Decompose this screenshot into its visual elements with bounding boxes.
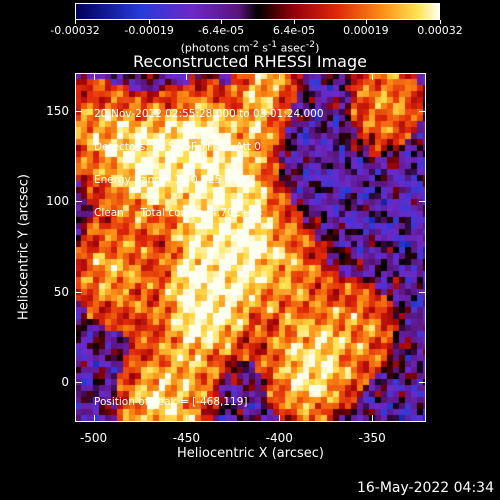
peak-position-label: Position of Peak = [-468,119] (94, 396, 248, 408)
colorbar-tick-0 (75, 20, 76, 24)
y-axis-label: Heliocentric Y (arcsec) (16, 174, 32, 320)
x-tick-label-0: -500 (79, 431, 108, 445)
x-tick-bottom-1 (186, 415, 188, 421)
annotation-detectors: Detectors: 3F 5F 6F 7F 8F, Att 0 (94, 141, 261, 153)
plot-area: 20-Nov-2012 02:55:28.000 to 03:01:24.000… (75, 73, 426, 422)
colorbar-tick-label-1: -0.00019 (124, 24, 174, 37)
x-tick-top-0 (93, 74, 95, 80)
x-tick-bottom-0 (93, 415, 95, 421)
heatmap-image (75, 73, 426, 422)
y-tick-left-0 (76, 382, 82, 384)
y-tick-left-1 (76, 291, 82, 293)
y-tick-left-2 (76, 201, 82, 203)
y-tick-label-3: 150 (46, 103, 69, 118)
y-tick-right-0 (419, 382, 425, 384)
x-tick-label-2: -400 (265, 431, 293, 445)
colorbar-tick-5 (440, 20, 441, 24)
x-tick-top-1 (186, 74, 188, 80)
y-tick-right-3 (419, 110, 425, 112)
annotation-counts: Clean Total counts: 4.70E+03 (94, 207, 263, 219)
y-tick-label-1: 50 (53, 284, 69, 299)
y-tick-right-2 (419, 201, 425, 203)
y-tick-left-3 (76, 110, 82, 112)
chart-title: Reconstructed RHESSI Image (133, 52, 367, 71)
colorbar-units: (photons cm-2 s-1 asec-2) (180, 39, 320, 55)
y-tick-right-1 (419, 291, 425, 293)
y-tick-label-0: 0 (61, 375, 69, 390)
annotation-block: 20-Nov-2012 02:55:28.000 to 03:01:24.000… (94, 87, 324, 241)
colorbar-tick-2 (221, 20, 222, 24)
x-tick-label-3: -350 (358, 431, 386, 445)
x-tick-bottom-2 (279, 415, 281, 421)
timestamp: 16-May-2022 04:34 (356, 480, 494, 496)
colorbar-tick-label-2: -6.4e-05 (197, 24, 245, 37)
colorbar-tick-label-0: -0.00032 (50, 24, 100, 37)
x-axis-label: Heliocentric X (arcsec) (177, 446, 324, 461)
colorbar-tick-label-4: 0.00019 (343, 24, 389, 37)
x-tick-top-3 (372, 74, 374, 80)
annotation-time-range: 20-Nov-2012 02:55:28.000 to 03:01:24.000 (94, 108, 324, 120)
colorbar-tick-label-5: 0.00032 (417, 24, 463, 37)
x-tick-top-2 (279, 74, 281, 80)
colorbar (75, 3, 440, 20)
colorbar-tick-1 (149, 20, 151, 24)
y-tick-label-2: 100 (46, 194, 69, 209)
x-tick-bottom-3 (372, 415, 374, 421)
y-axis-label-container: Heliocentric Y (arcsec) (0, 73, 48, 422)
colorbar-tick-4 (365, 20, 367, 24)
colorbar-tick-label-3: 6.4e-05 (272, 24, 316, 37)
annotation-energy-range: Energy Range: 12.0 - 25.0 keV (94, 174, 255, 186)
colorbar-tick-3 (294, 20, 295, 24)
x-tick-label-1: -450 (172, 431, 201, 445)
